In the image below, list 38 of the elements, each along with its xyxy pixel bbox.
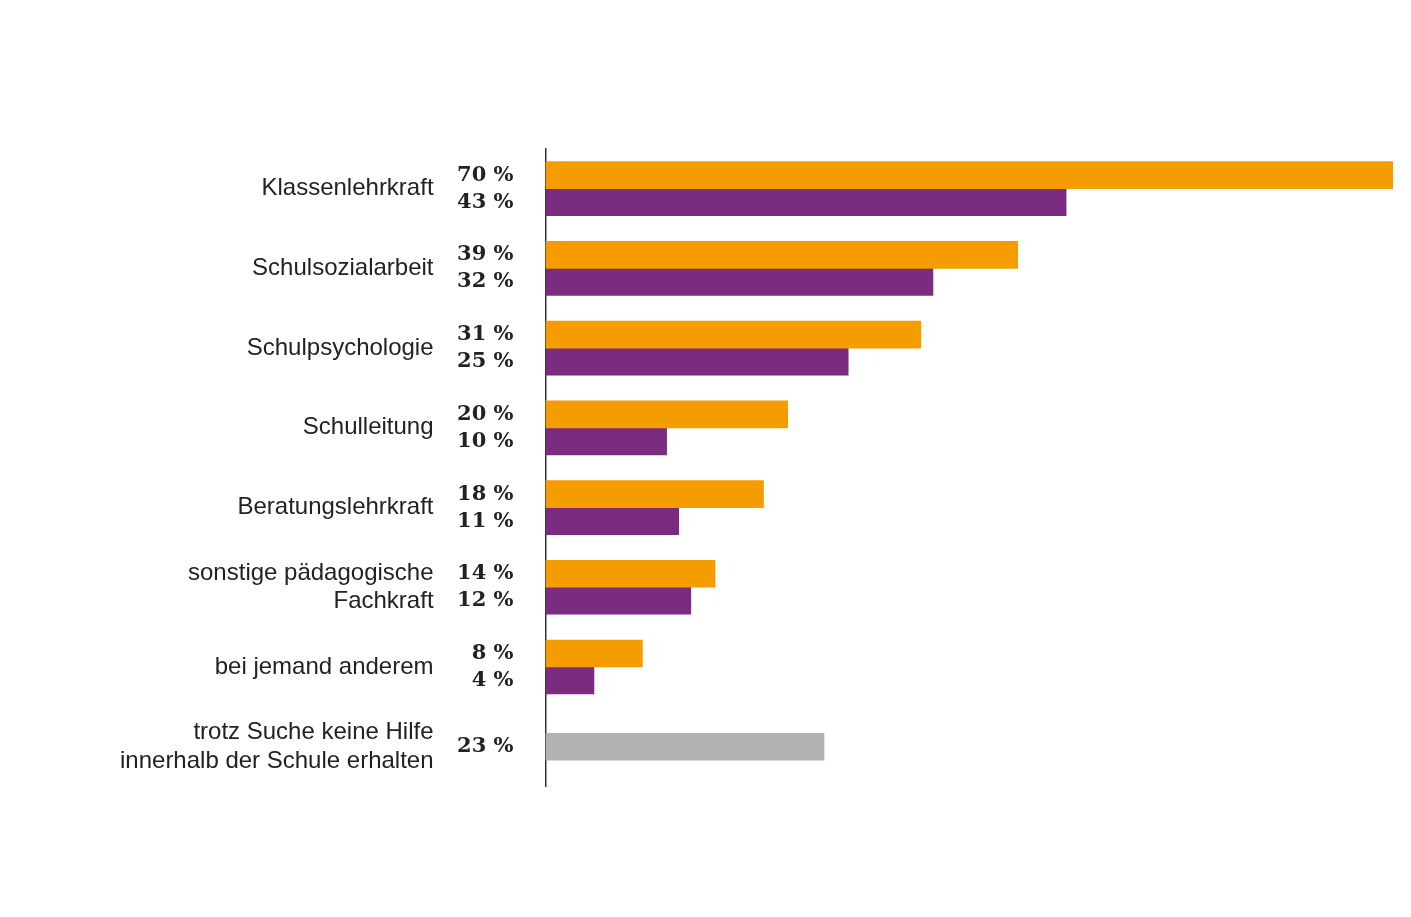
bar — [545, 161, 1393, 189]
bar — [545, 559, 716, 588]
bar — [545, 427, 667, 456]
bar — [545, 347, 849, 376]
bar — [545, 586, 692, 615]
data-label: 11 % — [457, 506, 514, 532]
data-label: 18 % — [457, 479, 514, 505]
data-label: 23 % — [457, 732, 514, 758]
data-label: 12 % — [457, 586, 514, 612]
y-tick-label: trotz Suche keine Hilfe innerhalb der Schule erhalten — [120, 716, 434, 773]
data-label: 8 % — [471, 638, 514, 664]
data-label: 39 % — [457, 240, 514, 266]
bar — [545, 268, 934, 296]
y-tick-label: bei jemand anderem — [214, 651, 434, 679]
bar — [545, 400, 789, 429]
bar — [545, 732, 825, 761]
data-label: 10 % — [457, 426, 514, 452]
data-label: 20 % — [457, 399, 514, 425]
y-tick-label: Klassenlehrkraft — [261, 173, 434, 201]
data-label: 70 % — [457, 160, 514, 186]
bar — [545, 241, 1019, 269]
data-label: 14 % — [457, 559, 514, 585]
data-label: 25 % — [457, 347, 514, 373]
bar — [545, 188, 1067, 216]
y-tick-label: Schulpsychologie — [246, 332, 434, 360]
y-tick-label: Schulleitung — [302, 412, 434, 440]
bar — [545, 639, 643, 668]
bar — [545, 507, 680, 535]
data-label: 31 % — [457, 320, 514, 346]
bar — [545, 480, 764, 508]
y-tick-label: sonstige pädagogische Fachkraft — [188, 557, 434, 614]
data-label: 4 % — [471, 665, 514, 691]
y-tick-label: Beratungslehrkraft — [237, 492, 434, 520]
bar — [545, 320, 922, 349]
y-tick-label: Schulsozialarbeit — [252, 253, 434, 281]
bar — [545, 666, 595, 695]
data-label: 43 % — [457, 187, 514, 213]
data-label: 32 % — [457, 267, 514, 293]
